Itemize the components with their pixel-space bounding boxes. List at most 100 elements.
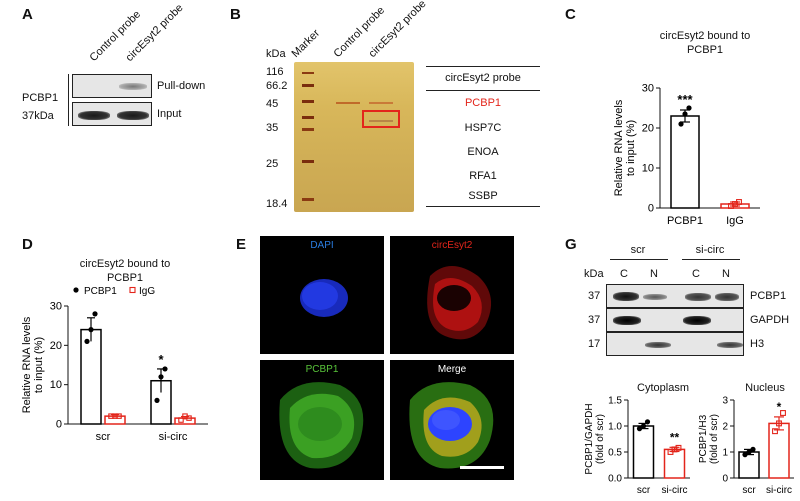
panel-letter-a: A [22,6,33,23]
table-rule-header [426,90,540,91]
label-dapi: DAPI [310,240,334,251]
kda-label: kDa [266,48,286,60]
chart-title-line1: circEsyt2 bound to [79,258,171,270]
data-point [678,121,684,127]
legend-marker-pcbp1 [73,287,79,293]
table-title: circEsyt2 probe [445,72,521,84]
y-tick-label: 30 [642,83,654,95]
lane-label-marker: Marker [289,27,323,61]
data-point [636,426,643,432]
input-blot [72,102,152,126]
panel-letter-g: G [565,236,577,253]
lane-label-n2: N [722,268,730,280]
y-tick-label: 10 [642,163,654,175]
data-point [88,327,94,333]
mw-37-a: 37 [588,290,601,302]
x-tick-label: scr [742,485,756,496]
x-tick-label: IgG [726,215,744,227]
y-axis-label: PCBP1/H3(fold of scr) [698,414,720,464]
protein-row-ssbp: SSBP [468,190,498,202]
y-tick-label: 30 [50,301,62,313]
data-point [772,428,778,435]
y-tick-label: 0.5 [608,448,622,459]
mw-37-b: 37 [588,314,601,326]
row-label-gapdh: GAPDH [750,314,790,326]
panel-letter-d: D [22,236,33,253]
chart-title-line1: circEsyt2 bound to [659,30,751,42]
mw-label: 37kDa [22,110,54,122]
data-point [644,419,651,425]
chart-c: 0 10 20 30 Relative RNA levelsto input (%) PC… [613,83,760,227]
data-point [750,446,756,452]
y-tick-label: 0.0 [608,474,622,485]
pulldown-blot [72,74,152,98]
scale-bar [460,466,504,469]
panel-letter-e: E [236,236,247,253]
data-point [92,311,98,317]
significance-marker: * [158,352,164,367]
row-label-h3: H3 [750,338,765,350]
chart-title-line2: PCBP1 [106,272,144,284]
group-rule-scr [610,259,668,260]
y-tick-label: 3 [722,396,728,407]
pcbp1-image: PCBP1 [260,360,384,480]
data-point [154,397,160,403]
y-axis-label: Relative RNA levelsto input (%) [613,99,637,196]
row-label-pcbp1: PCBP1 [750,290,787,302]
y-tick-label: 20 [50,340,62,352]
group-rule-si-circ [682,259,740,260]
data-point [178,417,184,423]
kda-label: kDa [584,268,604,280]
protein-label-pcbp1: PCBP1 [22,92,59,104]
y-axis-label-line1: Relative RNA levels [21,316,33,413]
y-axis-label: Relative RNA levelsto input (%) [21,316,45,413]
dapi-image: DAPI [260,236,384,354]
row-label-input: Input [157,108,182,120]
pcbp1-blot [606,284,744,308]
y-axis-label-line2: (fold of scr) [709,414,720,464]
data-point [780,410,786,416]
marker-18: 18.4 [266,198,288,210]
y-tick-label: 0 [648,203,654,215]
marker-66: 66.2 [266,80,288,92]
significance-marker: *** [677,92,693,107]
y-axis-label-line1: PCBP1/H3 [698,414,709,463]
bar [670,115,700,209]
panel-letter-c: C [565,6,576,23]
bracket-line [68,74,69,126]
protein-row-rfa1: RFA1 [469,170,497,182]
y-axis-label-line2: (fold of scr) [595,414,606,464]
x-tick-label: scr [96,431,111,443]
gapdh-blot [606,308,744,332]
data-point [736,199,742,205]
data-point [162,366,168,372]
y-tick-label: 0 [56,419,62,431]
group-label-scr: scr [630,244,646,256]
data-point [84,338,90,344]
table-rule-top [426,66,540,67]
bar [738,451,760,479]
protein-row-hsp7c: HSP7C [464,122,502,134]
bar [663,448,686,479]
nuc-title: Nucleus [745,382,785,394]
data-point [186,415,192,421]
chart-d: 0 10 20 30 Relative RNA levelsto input (%) sc… [21,286,208,443]
y-tick-label: 1.0 [608,422,622,433]
lane-label-c2: C [692,268,700,280]
merge-image: Merge [390,360,514,480]
y-tick-label: 2 [722,422,728,433]
data-point [675,444,682,451]
mw-17: 17 [588,338,601,350]
protein-row-enoa: ENOA [467,146,499,158]
silver-stain-gel [294,62,414,212]
legend-label-igg: IgG [139,286,155,297]
bar [632,425,655,479]
data-point [746,449,752,455]
bar [80,328,102,425]
marker-35: 35 [266,122,279,134]
x-tick-label: scr [637,485,651,496]
data-point [776,420,782,427]
y-axis-label-line1: Relative RNA levels [613,99,625,196]
x-tick-label: si-circ [661,485,687,496]
